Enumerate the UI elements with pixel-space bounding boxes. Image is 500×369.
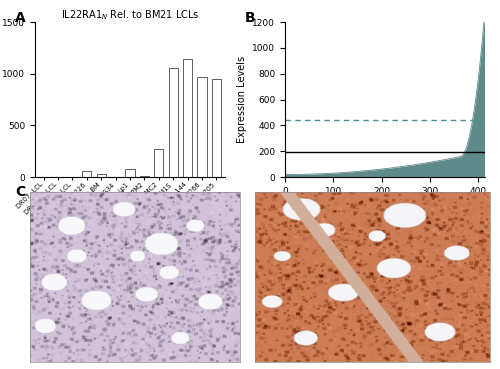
Bar	[168, 68, 178, 177]
Text: A: A	[15, 11, 26, 25]
Bar	[212, 79, 221, 177]
Bar	[140, 176, 149, 177]
Bar	[198, 77, 206, 177]
Bar	[183, 59, 192, 177]
Bar	[126, 169, 134, 177]
Title: IL22RA1$_N$ Rel. to BM21 LCLs: IL22RA1$_N$ Rel. to BM21 LCLs	[61, 8, 199, 22]
Bar	[82, 171, 92, 177]
Text: C: C	[15, 184, 25, 199]
Y-axis label: Expression Levels: Expression Levels	[236, 56, 246, 143]
Bar	[96, 174, 106, 177]
Text: B: B	[245, 11, 256, 25]
Bar	[154, 149, 164, 177]
X-axis label: Primary MM cells: Primary MM cells	[344, 201, 426, 211]
